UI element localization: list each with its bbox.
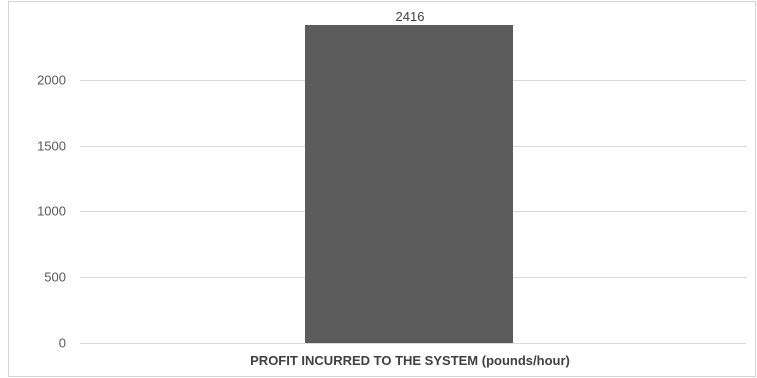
y-tick-label-1000: 1000 [37,204,66,219]
y-tick-label-0: 0 [59,336,66,351]
bars [305,25,513,343]
labels: 2416 PROFIT INCURRED TO THE SYSTEM (pound… [250,9,570,368]
y-tick-label-500: 500 [44,270,66,285]
y-axis: 0 500 1000 1500 2000 [37,73,66,351]
y-tick-label-2000: 2000 [37,73,66,88]
category-label-0: PROFIT INCURRED TO THE SYSTEM (pounds/ho… [250,353,570,368]
y-tick-label-1500: 1500 [37,139,66,154]
data-label-0: 2416 [396,9,425,24]
bar-0 [305,25,513,343]
